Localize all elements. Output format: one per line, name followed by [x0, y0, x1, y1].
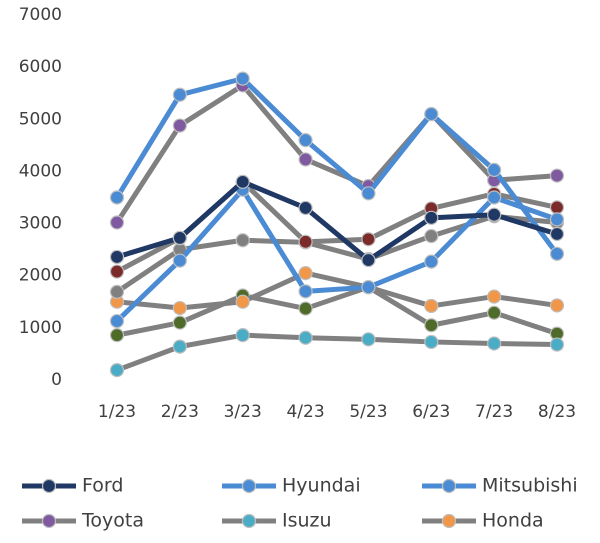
series-marker	[361, 186, 376, 201]
series-marker	[235, 328, 250, 343]
series-line	[116, 284, 558, 338]
series-marker	[109, 313, 125, 329]
series-marker	[235, 174, 250, 189]
x-tick-label: 4/23	[286, 402, 324, 422]
series-marker	[298, 152, 313, 167]
series-marker	[109, 362, 125, 378]
series-marker	[298, 234, 313, 249]
series-marker	[487, 190, 502, 205]
series-line	[116, 332, 558, 373]
series-marker	[172, 230, 187, 246]
series-marker	[549, 168, 565, 183]
series-marker	[424, 298, 439, 314]
y-tick-label: 4000	[19, 161, 62, 181]
series-marker	[549, 212, 565, 227]
legend-label: Hyundai	[282, 475, 361, 497]
series-marker	[549, 246, 565, 261]
x-tick-label: 7/23	[475, 402, 513, 422]
series-marker	[424, 254, 439, 269]
series-marker	[172, 253, 187, 268]
y-tick-label: 0	[51, 370, 62, 390]
series-marker	[298, 200, 313, 216]
series-marker	[109, 190, 125, 205]
series-marker	[361, 232, 376, 247]
y-tick-label: 6000	[19, 57, 62, 77]
series-marker	[487, 162, 502, 177]
series-marker	[298, 133, 313, 148]
legend-marker	[41, 513, 57, 529]
series-marker	[109, 264, 125, 279]
legend-label: Honda	[482, 510, 544, 532]
series-marker	[361, 280, 376, 295]
legend-marker	[241, 513, 257, 529]
series-line	[115, 187, 558, 323]
series-line	[114, 82, 558, 224]
series-marker	[424, 228, 439, 244]
series-marker	[424, 334, 439, 350]
y-tick-label: 7000	[19, 5, 62, 25]
y-tick-label: 1000	[19, 318, 62, 338]
series-marker	[298, 301, 313, 316]
series-marker	[298, 330, 313, 345]
x-tick-label: 5/23	[349, 402, 387, 422]
x-tick-label: 3/23	[224, 402, 262, 422]
x-tick-label: 6/23	[412, 402, 450, 422]
series-marker	[298, 284, 313, 299]
legend-label: Toyota	[81, 510, 144, 532]
series-marker	[109, 284, 125, 299]
y-tick-label: 3000	[19, 214, 62, 234]
legend-label: Mitsubishi	[482, 475, 578, 497]
legend-marker	[441, 478, 457, 494]
series-marker	[424, 318, 439, 333]
legend-label: Isuzu	[282, 510, 332, 532]
series-marker	[172, 118, 187, 133]
series-marker	[361, 332, 376, 347]
series-marker	[235, 71, 250, 86]
series-marker	[487, 305, 502, 320]
series-marker	[172, 315, 187, 330]
series-marker	[424, 106, 439, 122]
series-line	[116, 270, 558, 311]
series-line	[116, 179, 558, 263]
y-tick-label: 5000	[19, 109, 62, 129]
series-marker	[235, 233, 250, 248]
legend-marker	[441, 513, 457, 529]
series-marker	[549, 337, 565, 352]
series-marker	[487, 336, 502, 351]
series-marker	[549, 200, 565, 215]
x-tick-label: 1/23	[98, 402, 136, 422]
series-marker	[487, 207, 502, 222]
x-tick-label: 8/23	[538, 402, 576, 422]
series-marker	[549, 298, 565, 313]
legend-label: Ford	[82, 475, 123, 497]
series-marker	[298, 266, 313, 281]
series-line	[114, 76, 560, 256]
series-marker	[172, 339, 187, 354]
series-marker	[172, 87, 187, 102]
series-marker	[549, 226, 565, 242]
legend-marker	[41, 478, 57, 494]
legend-marker	[241, 478, 257, 494]
series-marker	[109, 215, 125, 230]
x-tick-label: 2/23	[161, 402, 199, 422]
series-marker	[109, 249, 125, 265]
series-marker	[424, 210, 439, 225]
y-tick-label: 2000	[19, 266, 62, 286]
series-marker	[109, 328, 125, 343]
series-marker	[361, 252, 376, 268]
series-marker	[235, 294, 250, 309]
series-marker	[172, 300, 187, 316]
series-marker	[487, 289, 502, 304]
